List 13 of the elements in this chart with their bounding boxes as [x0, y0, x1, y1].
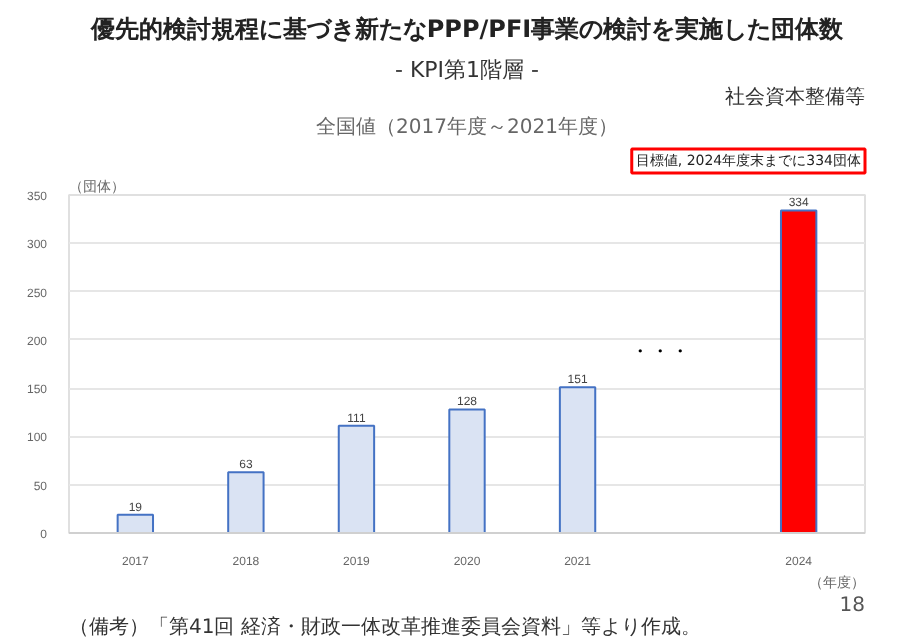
text: 全国値（2017年度～2021年度）: [316, 115, 618, 139]
bar: [227, 471, 265, 533]
bar: [337, 424, 376, 533]
bar: [779, 209, 818, 533]
text: 18: [839, 595, 866, 617]
chart-title: 優先的検討規程に基づき新たなPPP/PFI事業の検討を実施した団体数: [88, 15, 846, 43]
text: 社会資本整備等: [725, 85, 865, 109]
bar: [116, 513, 155, 533]
bar: [448, 408, 486, 533]
annotation: ・・・: [630, 342, 691, 364]
chart-subtitle: - KPI第1階層 -: [394, 57, 540, 83]
bar: [558, 386, 597, 533]
text: （備考）「第41回 経済・財政一体改革推進委員会資料」等より作成。: [69, 615, 701, 639]
